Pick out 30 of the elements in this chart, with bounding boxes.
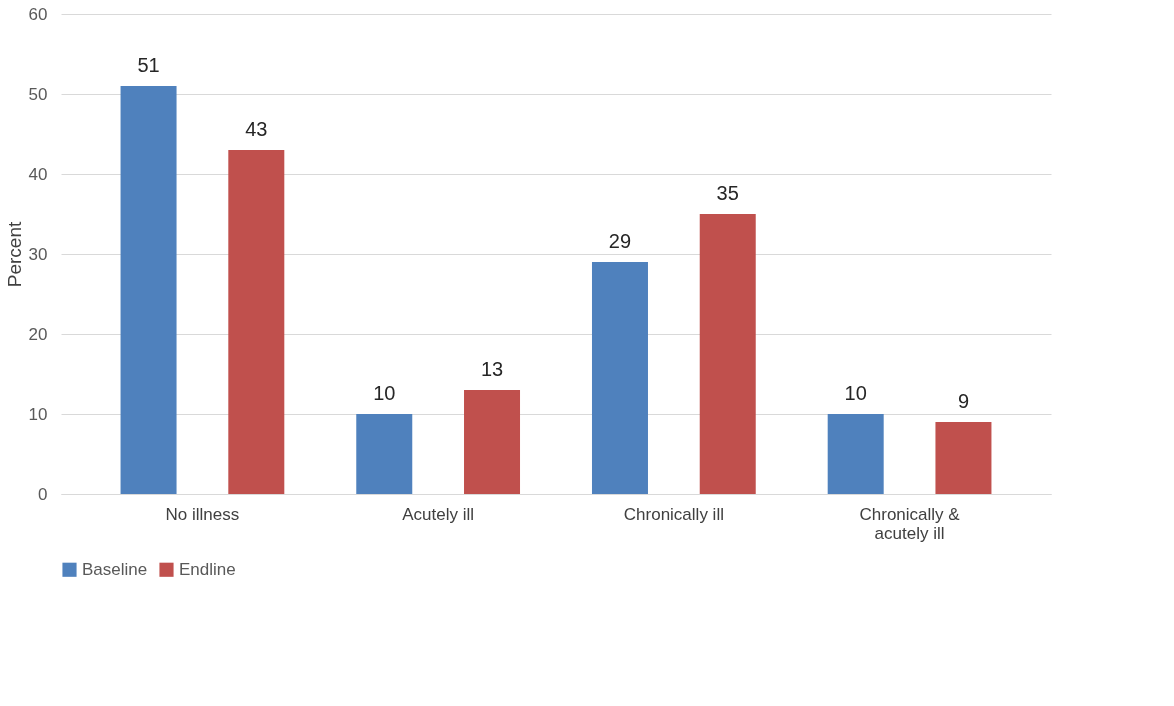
data-label: 9 (957, 390, 970, 412)
bar (935, 422, 992, 494)
data-label: 10 (844, 382, 867, 404)
legend-label: Baseline (82, 559, 148, 579)
legend-label: Endline (179, 559, 236, 579)
bar (464, 390, 521, 494)
bar (228, 150, 285, 494)
y-tick-label: 10 (28, 404, 48, 424)
bar (120, 86, 177, 494)
x-tick-label: Chronically ill (623, 504, 724, 524)
bar (699, 214, 756, 494)
y-tick-label: 40 (28, 164, 48, 184)
data-label: 29 (608, 230, 632, 252)
data-label: 51 (137, 54, 160, 76)
x-tick-label: Acutely ill (402, 504, 475, 524)
x-tick-label: No illness (165, 504, 240, 524)
y-axis-title: Percent (3, 221, 25, 288)
data-label: 13 (480, 358, 504, 380)
y-tick-label: 30 (28, 244, 48, 264)
data-label: 43 (245, 118, 268, 140)
bar (356, 414, 413, 494)
bar (827, 414, 884, 494)
data-label: 10 (373, 382, 396, 404)
y-tick-label: 20 (28, 324, 48, 344)
y-tick-label: 50 (28, 84, 48, 104)
bar (591, 262, 648, 494)
y-tick-label: 0 (38, 484, 48, 504)
data-label: 35 (716, 182, 739, 204)
x-tick-label: Chronically & acutely ill (859, 504, 961, 543)
y-tick-label: 60 (28, 4, 48, 24)
